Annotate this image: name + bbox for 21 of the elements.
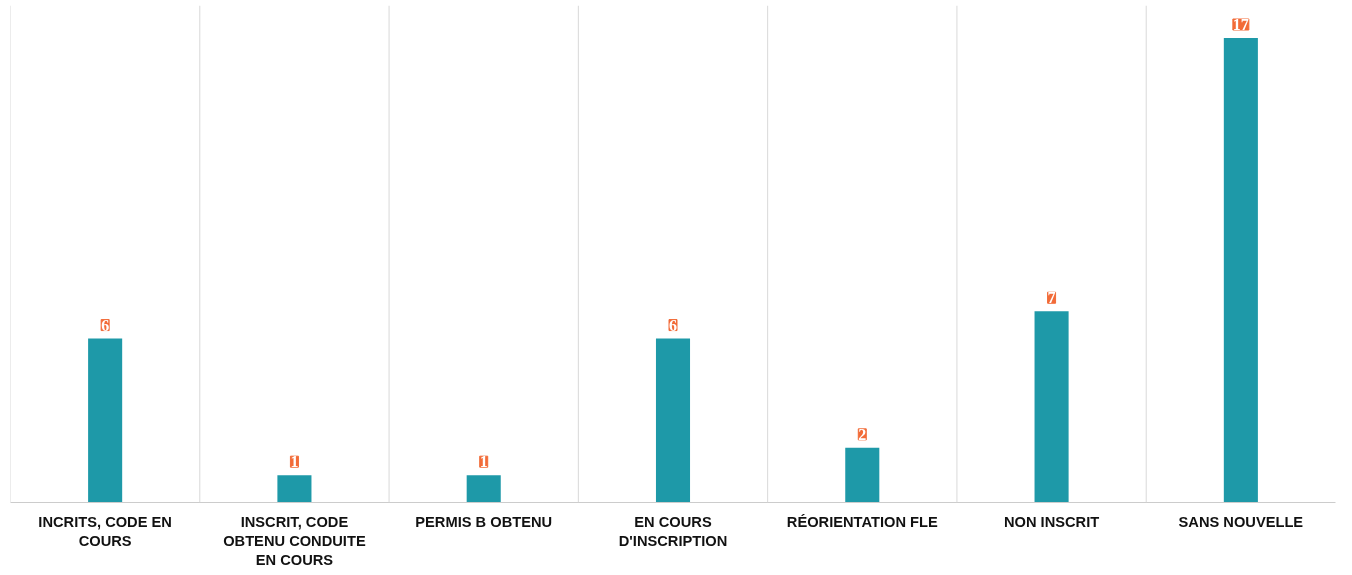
x-tick-label: INCRITS, CODE EN COURS <box>38 513 172 549</box>
data-label: 7 <box>1047 289 1056 307</box>
bar <box>845 447 880 503</box>
bar <box>88 338 123 503</box>
data-label: 6 <box>101 316 110 334</box>
bar <box>466 475 501 503</box>
x-tick-label: SANS NOUVELLE <box>1178 513 1304 530</box>
bar <box>1034 311 1069 503</box>
x-tick-label: PERMIS B OBTENU <box>415 513 553 530</box>
bar <box>277 475 312 503</box>
data-label: 6 <box>669 316 677 334</box>
bar <box>1223 38 1258 503</box>
data-label: 1 <box>479 453 488 471</box>
bar <box>655 338 691 503</box>
data-label: 17 <box>1232 16 1249 34</box>
x-tick-label: EN COURS D'INSCRIPTION <box>618 513 728 549</box>
x-tick-label: NON INSCRIT <box>1003 513 1100 530</box>
data-label: 1 <box>290 453 299 471</box>
data-label: 2 <box>858 425 867 443</box>
x-tick-label: INSCRIT, CODE OBTENU CONDUITE EN COURS <box>223 513 366 568</box>
x-tick-label: RÉORIENTATION FLE <box>786 513 938 530</box>
